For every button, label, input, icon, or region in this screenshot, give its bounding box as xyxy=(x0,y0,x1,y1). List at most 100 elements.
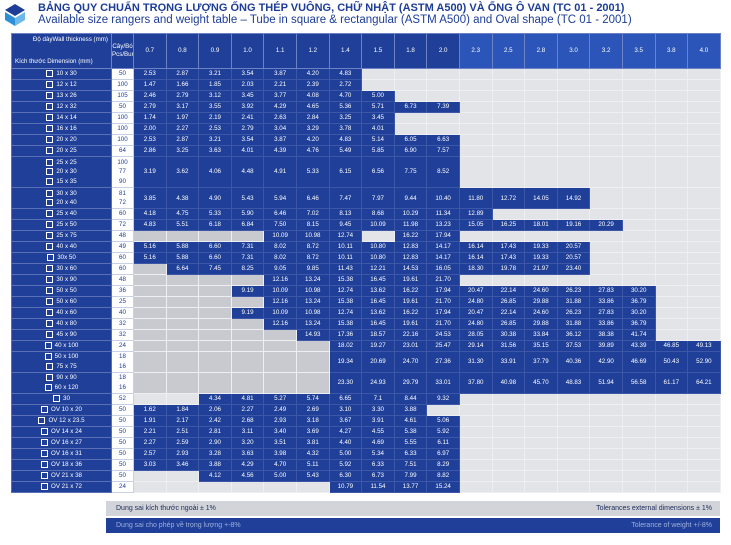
checkbox-icon xyxy=(46,232,54,240)
weight-cell xyxy=(556,208,591,221)
thickness-header: 3.0 xyxy=(556,33,591,69)
bundle-value: 81 xyxy=(119,189,126,197)
bundle-cell: 60 xyxy=(111,263,134,276)
weight-cell xyxy=(687,447,721,460)
weight-cell xyxy=(654,144,689,157)
weight-cell: 10.11 xyxy=(328,241,363,254)
weight-cell: 13.24 xyxy=(295,318,330,331)
weight-cell xyxy=(621,187,656,210)
weight-cell xyxy=(133,371,167,394)
weight-cell: 14.17 xyxy=(426,241,460,254)
weight-cell: 3.03 xyxy=(133,458,167,471)
checkbox-icon xyxy=(46,92,54,100)
weight-cell xyxy=(687,208,721,221)
bundle-cell: 24 xyxy=(111,480,134,494)
weight-cell: 5.92 xyxy=(426,425,460,438)
weight-cell xyxy=(426,68,460,80)
dimension-label: 50 x 50 xyxy=(56,287,77,295)
thickness-header: 1.0 xyxy=(230,33,265,69)
weight-cell: 3.54 xyxy=(230,133,265,146)
weight-cell xyxy=(165,230,200,243)
company-logo-icon xyxy=(5,4,25,26)
weight-cell xyxy=(589,392,623,405)
dimension-cell: 20 x 20 xyxy=(11,133,112,146)
weight-cell xyxy=(458,458,493,471)
weight-cell: 3.11 xyxy=(230,425,265,438)
weight-cell: 5.16 xyxy=(133,252,167,265)
weight-cell: 6.97 xyxy=(426,447,460,460)
weight-cell xyxy=(133,263,167,276)
weight-cell: 7.75 xyxy=(393,155,428,189)
weight-cell xyxy=(458,111,493,124)
dimension-cell: 30 x 90 xyxy=(11,274,112,287)
weight-cell: 30.20 xyxy=(621,285,656,298)
checkbox-icon xyxy=(46,243,54,251)
weight-cell xyxy=(687,219,721,232)
weight-cell xyxy=(621,68,656,80)
checkbox-icon xyxy=(41,471,49,479)
bundle-cell: 32 xyxy=(111,318,134,331)
weight-cell: 24.60 xyxy=(524,307,558,320)
weight-cell xyxy=(133,285,167,298)
weight-cell xyxy=(198,296,232,309)
checkbox-icon xyxy=(46,146,54,154)
bundle-cell: 100 xyxy=(111,122,134,135)
dimension-label: OV 16 x 27 xyxy=(51,439,82,447)
weight-cell: 6.60 xyxy=(198,241,232,254)
weight-cell: 1.91 xyxy=(133,414,167,427)
weight-cell: 15.24 xyxy=(426,480,460,494)
weight-cell: 2.17 xyxy=(165,414,200,427)
weight-cell: 16.22 xyxy=(393,230,428,243)
weight-cell: 5.88 xyxy=(165,241,200,254)
weight-cell: 46.85 xyxy=(654,340,689,353)
weight-cell: 31.30 xyxy=(458,351,493,373)
checkbox-icon xyxy=(41,460,49,468)
weight-cell xyxy=(361,68,395,80)
weight-cell xyxy=(263,329,297,342)
dimension-cell: 12 x 12 xyxy=(11,78,112,91)
wall-thickness-label: Độ dàyWall thickness (mm) xyxy=(32,36,108,43)
weight-cell: 24.80 xyxy=(458,296,493,309)
weight-cell xyxy=(263,351,297,373)
checkbox-icon xyxy=(46,287,54,295)
weight-cell: 5.14 xyxy=(361,133,395,146)
weight-cell xyxy=(621,133,656,146)
table-row: 25 x 50 72 4.83 5.51 6.18 6.84 7.50 8.15 9.45 10.… xyxy=(11,219,721,232)
weight-cell xyxy=(393,111,428,124)
weight-cell: 7.57 xyxy=(426,144,460,157)
weight-cell: 5.00 xyxy=(361,89,395,102)
weight-cell xyxy=(524,458,558,471)
weight-cell: 9.05 xyxy=(263,263,297,276)
dimension-label: 25 x 40 xyxy=(56,210,77,218)
weight-cell: 6.64 xyxy=(165,263,200,276)
corner-header: Độ dàyWall thickness (mm) Kích thước Dim… xyxy=(11,33,112,69)
dimension-label: 20 x 40 xyxy=(56,199,77,207)
weight-cell: 3.87 xyxy=(263,133,297,146)
weight-cell: 29.79 xyxy=(393,371,428,394)
thickness-header: 3.8 xyxy=(654,33,689,69)
weight-cell xyxy=(621,392,656,405)
weight-cell xyxy=(654,318,689,331)
weight-cell xyxy=(491,425,526,438)
weight-cell xyxy=(654,208,689,221)
weight-cell: 4.01 xyxy=(230,144,265,157)
checkbox-icon xyxy=(46,70,54,78)
weight-cell: 21.97 xyxy=(524,263,558,276)
weight-cell: 29.88 xyxy=(524,296,558,309)
weight-cell: 33.01 xyxy=(426,371,460,394)
weight-cell xyxy=(524,425,558,438)
weight-cell xyxy=(687,241,721,254)
weight-cell: 50.43 xyxy=(654,351,689,373)
bundle-cell: 50 xyxy=(111,436,134,449)
weight-cell: 6.90 xyxy=(393,144,428,157)
weight-cell: 4.90 xyxy=(198,187,232,210)
table-row: 30x 50 60 5.16 5.88 6.60 7.31 8.02 8.72 10.11 10.… xyxy=(11,252,721,265)
weight-cell: 4.34 xyxy=(198,392,232,405)
weight-cell xyxy=(687,144,721,157)
weight-cell xyxy=(165,469,200,482)
tolerance-dimension-en: Tolerances external dimensions ± 1% xyxy=(596,505,712,512)
weight-cell: 5.74 xyxy=(295,392,330,405)
weight-cell xyxy=(165,351,200,373)
checkbox-icon xyxy=(44,383,52,391)
weight-cell: 3.18 xyxy=(295,414,330,427)
